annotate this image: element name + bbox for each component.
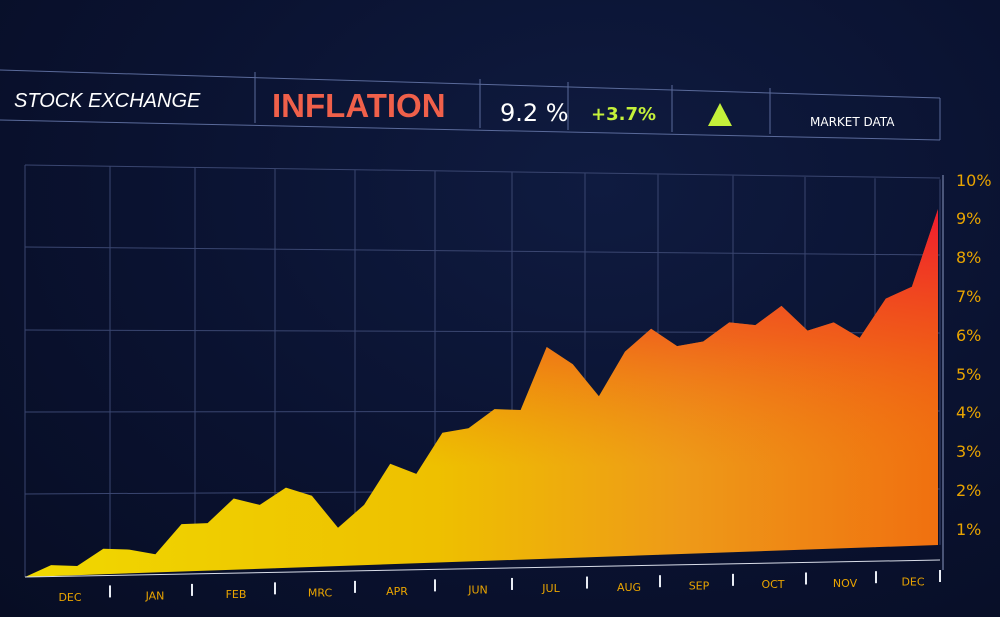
header-bar: STOCK EXCHANGE INFLATION 9.2 % +3.7% MAR… [0, 69, 941, 141]
y-tick-label: 6% [956, 326, 981, 345]
x-axis: DEC JAN FEB MRC APR JUN JUL AUG SEP OCT NOV DEC [24, 559, 941, 604]
y-axis: 1% 2% 3% 4% 5% 6% 7% 8% 9% 10% [942, 171, 992, 570]
x-tick-label: JUL [541, 582, 560, 595]
y-tick-label: 4% [956, 403, 981, 422]
indicator-change: +3.7% [591, 104, 656, 125]
exchange-label: STOCK EXCHANGE [14, 90, 201, 112]
x-tick-label: JUN [467, 584, 488, 597]
x-tick-label: NOV [833, 577, 858, 590]
inflation-area-highlight [25, 209, 938, 577]
indicator-title: INFLATION [272, 87, 446, 124]
y-tick-label: 3% [956, 442, 981, 461]
indicator-value: 9.2 % [500, 99, 569, 127]
y-tick-label: 1% [956, 520, 981, 539]
x-tick-label: JAN [145, 590, 165, 603]
market-data-label: MARKET DATA [810, 115, 895, 129]
grid-hline [24, 164, 941, 179]
x-tick-label: FEB [226, 588, 247, 601]
y-tick-label: 8% [956, 248, 981, 267]
x-tick-label: SEP [689, 579, 710, 592]
x-tick-label: AUG [617, 581, 641, 594]
y-tick-label: 7% [956, 287, 981, 306]
triangle-up-icon [708, 103, 732, 126]
y-tick-label: 9% [956, 209, 981, 228]
chart-plot [25, 209, 938, 577]
x-tick-label: DEC [901, 576, 924, 589]
x-tick-label: OCT [761, 578, 784, 591]
y-tick-label: 2% [956, 481, 981, 500]
x-tick-label: MRC [308, 587, 333, 600]
grid-hline [24, 246, 941, 256]
y-tick-label: 5% [956, 365, 981, 384]
y-tick-label: 10% [956, 171, 992, 190]
x-tick-label: APR [386, 585, 408, 598]
x-tick-label: DEC [58, 591, 81, 604]
